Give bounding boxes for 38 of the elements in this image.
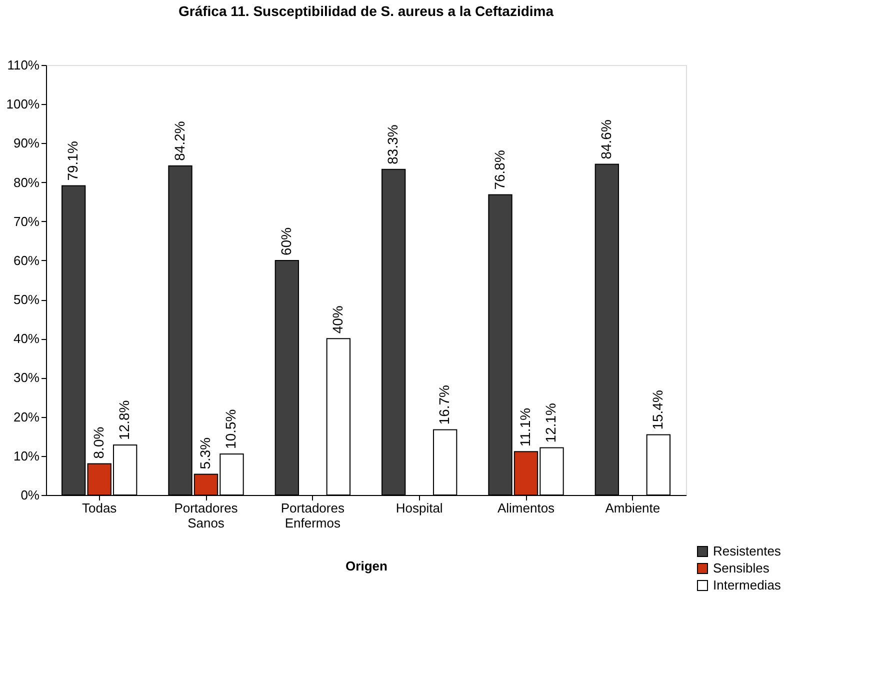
- data-label: 83.3%: [384, 124, 401, 164]
- data-label: 5.3%: [197, 437, 213, 470]
- y-tick-label: 30%: [13, 370, 40, 386]
- data-label: 79.1%: [64, 141, 81, 181]
- x-tick-label: Ambiente: [605, 500, 660, 516]
- legend-label: Intermedias: [713, 578, 782, 592]
- data-label: 76.8%: [491, 150, 508, 190]
- data-label: 12.1%: [542, 402, 559, 443]
- y-tick-label: 100%: [6, 96, 40, 112]
- y-tick-label: 110%: [7, 58, 40, 72]
- data-label: 16.7%: [436, 385, 452, 425]
- y-tick-label: 50%: [13, 292, 40, 308]
- y-tick-label: 10%: [13, 448, 40, 464]
- y-tick-label: 90%: [13, 136, 40, 151]
- y-tick-label: 20%: [13, 409, 40, 424]
- y-tick-label: 0%: [20, 488, 40, 502]
- x-tick-label: Todas: [82, 500, 118, 516]
- x-tick-label: Portadores Sanos: [174, 500, 238, 530]
- chart-title: Gráfica 11. Susceptibilidad de S. aureus a la Ceftazidima: [178, 3, 554, 19]
- legend-label: Sensibles: [713, 560, 770, 576]
- legend-label: Resistentes: [713, 544, 782, 558]
- data-label: 11.1%: [517, 408, 533, 447]
- data-label: 12.8%: [116, 400, 132, 440]
- y-tick-label: 40%: [13, 331, 40, 346]
- x-tick-label: Portadores Enfermos: [280, 500, 345, 530]
- data-label: 60%: [278, 227, 294, 256]
- x-tick-label: Hospital: [396, 500, 443, 516]
- data-label: 8.0%: [90, 426, 106, 459]
- x-tick-label: Alimentos: [497, 500, 556, 516]
- y-tick-label: 70%: [13, 214, 40, 229]
- y-tick-label: 60%: [13, 252, 40, 268]
- data-label: 10.5%: [222, 409, 239, 449]
- data-label: 40%: [329, 306, 346, 334]
- y-tick-label: 80%: [13, 174, 40, 190]
- data-label: 84.6%: [598, 120, 614, 160]
- data-label: 15.4%: [649, 390, 666, 430]
- data-label: 84.2%: [171, 121, 188, 161]
- x-axis-title: Origen: [346, 558, 388, 574]
